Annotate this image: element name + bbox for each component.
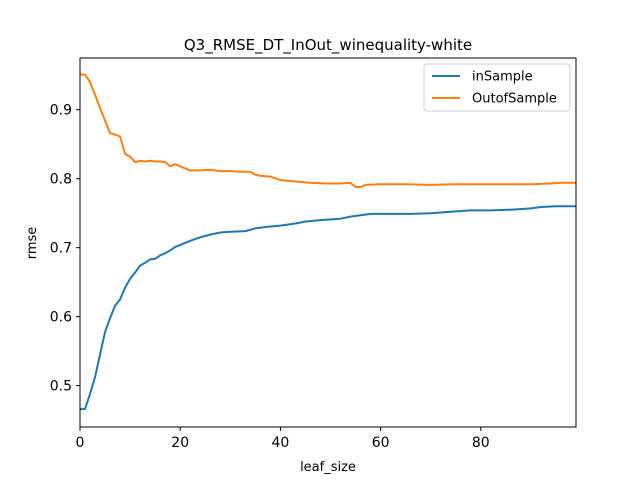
y-tick-label: 0.7 [50, 241, 72, 257]
plot-lines [80, 73, 576, 411]
x-tick-label: 60 [372, 435, 390, 451]
plot-frame [79, 57, 577, 428]
x-axis-ticks: 0 20 40 60 80 [76, 427, 490, 451]
x-tick-label: 20 [171, 435, 189, 451]
legend-box [423, 63, 571, 112]
x-axis-label: leaf_size [300, 460, 356, 475]
y-tick-label: 0.9 [50, 103, 72, 119]
series-line-outofsample [80, 73, 576, 188]
y-tick-label: 0.5 [50, 379, 72, 395]
chart-title: Q3_RMSE_DT_InOut_winequality-white [184, 36, 472, 55]
x-tick-label: 0 [76, 435, 85, 451]
x-tick-label: 40 [271, 435, 289, 451]
legend-label-outofsample: OutofSample [472, 92, 557, 107]
y-tick-label: 0.6 [50, 310, 72, 326]
y-axis-label: rmse [25, 227, 40, 260]
legend-label-insample: inSample [472, 70, 533, 85]
y-axis-ticks: 0.5 0.6 0.7 0.8 0.9 [50, 103, 80, 395]
y-tick-label: 0.8 [50, 172, 72, 188]
legend: inSample OutofSample [423, 63, 571, 112]
series-line-insample [80, 205, 576, 411]
x-tick-label: 80 [472, 435, 490, 451]
